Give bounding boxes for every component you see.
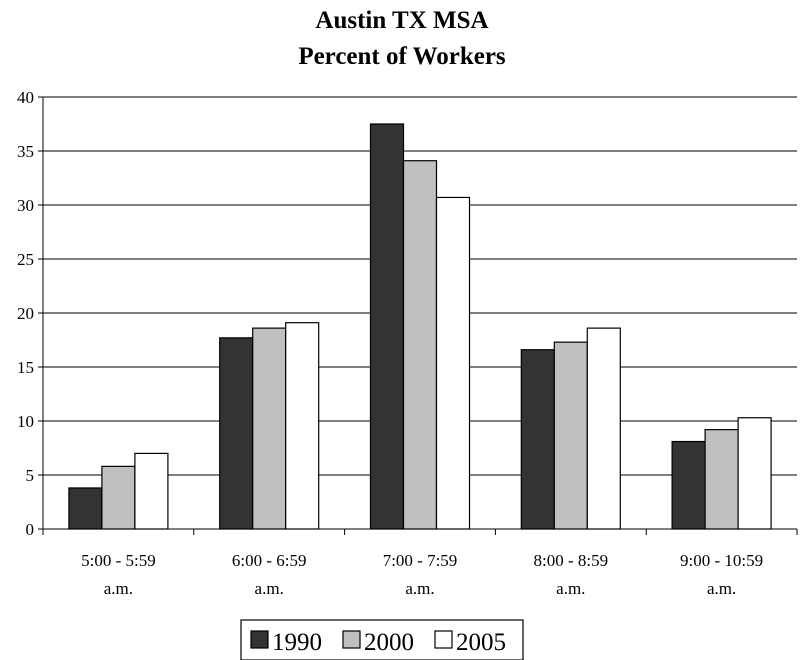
x-category-label: a.m. [556, 579, 585, 598]
x-category-label: 7:00 - 7:59 [383, 551, 458, 570]
y-tick-label: 10 [17, 412, 34, 431]
bar-2000 [553, 341, 588, 530]
bar-2000 [252, 327, 287, 530]
bar-2000 [402, 160, 438, 530]
y-axis-ticks: 0 5 10 15 20 25 30 35 40 [17, 88, 43, 539]
legend-swatch [342, 630, 361, 649]
bar-1990 [671, 440, 706, 530]
bar-1990 [369, 123, 405, 530]
x-category-label: a.m. [707, 579, 736, 598]
bar-2000 [101, 465, 136, 530]
legend: 1990 2000 2005 [240, 619, 524, 660]
y-tick-label: 25 [17, 250, 34, 269]
bar-2005 [737, 417, 772, 530]
y-tick-label: 35 [17, 142, 34, 161]
y-tick-label: 40 [17, 88, 34, 107]
x-category-label: 5:00 - 5:59 [81, 551, 156, 570]
bar-2005 [435, 196, 471, 530]
bar-1990 [68, 487, 103, 530]
legend-box [240, 619, 524, 660]
bar-2000 [704, 429, 739, 530]
legend-swatch [434, 630, 453, 649]
bar-2005 [285, 322, 320, 530]
x-category-label: a.m. [405, 579, 434, 598]
legend-label: 2005 [456, 629, 506, 656]
legend-swatch [250, 630, 269, 649]
legend-label: 2000 [364, 629, 414, 656]
y-tick-label: 5 [26, 466, 35, 485]
axes [42, 97, 798, 535]
x-category-label: a.m. [104, 579, 133, 598]
y-tick-label: 0 [26, 520, 35, 539]
y-tick-label: 15 [17, 358, 34, 377]
legend-label: 1990 [272, 629, 322, 656]
x-category-label: 8:00 - 8:59 [533, 551, 608, 570]
y-tick-label: 20 [17, 304, 34, 323]
chart-title-line-2: Percent of Workers [298, 43, 506, 70]
x-category-label: a.m. [255, 579, 284, 598]
bar-1990 [219, 337, 254, 530]
x-axis-categories: 5:00 - 5:59 a.m. 6:00 - 6:59 a.m. 7:00 - 7:5… [81, 551, 763, 598]
x-category-label: 6:00 - 6:59 [232, 551, 307, 570]
bar-2005 [134, 452, 169, 530]
x-category-label: 9:00 - 10:59 [680, 551, 763, 570]
chart-title: Austin TX MSA Percent of Workers [298, 7, 506, 70]
bar-2005 [586, 327, 621, 530]
bar-1990 [520, 349, 555, 530]
y-tick-label: 30 [17, 196, 34, 215]
chart-title-line-1: Austin TX MSA [315, 7, 488, 34]
bars [68, 123, 772, 530]
